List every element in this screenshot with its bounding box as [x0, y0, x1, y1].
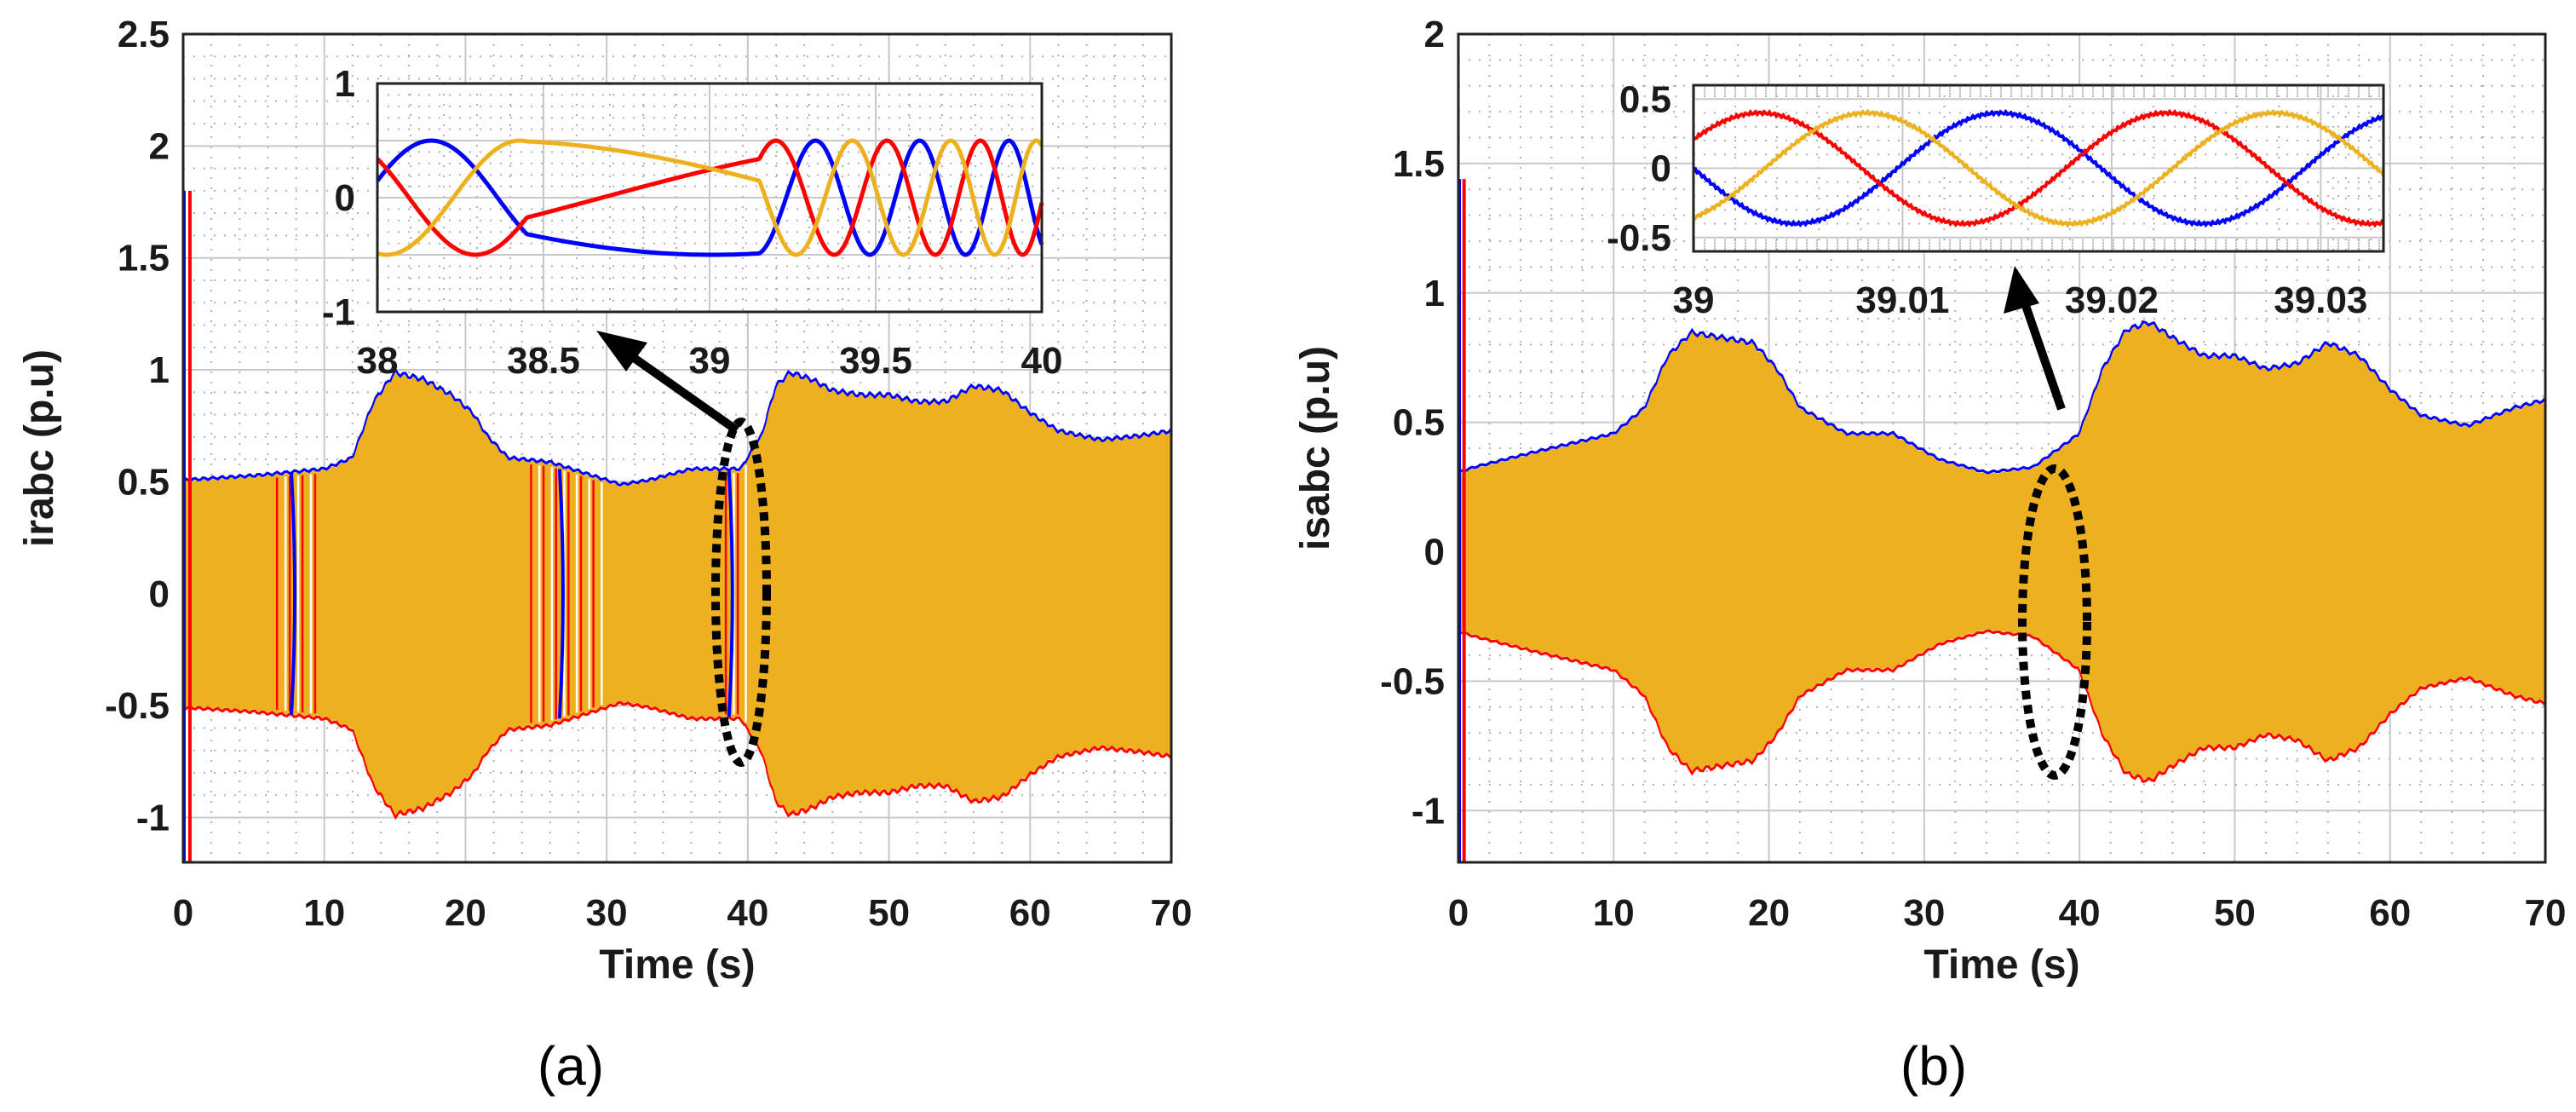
inset-x-ticks-a: 38 38.5 39 39.5 40	[357, 340, 1063, 382]
zoom-marker-ellipse-a	[711, 418, 771, 767]
inset-phase-c-line	[1692, 108, 2385, 228]
x-tick-label: 39.5	[839, 340, 912, 382]
y-tick-label: 0.5	[118, 461, 170, 503]
y-tick-label: 0.5	[1619, 78, 1671, 120]
x-tick-label: 38.5	[507, 340, 580, 382]
x-tick-label: 60	[1009, 892, 1051, 934]
x-tick-label: 0	[1448, 892, 1469, 934]
y-tick-label: -1	[136, 797, 170, 838]
x-tick-label: 38	[357, 340, 399, 382]
phase-c-envelope-fill	[183, 372, 1171, 816]
phase-b-envelope-bottom	[182, 700, 1173, 821]
inset-x-ticks-b: 39 39.01 39.02 39.03	[1673, 279, 2368, 321]
panel-label-a: (a)	[538, 1035, 604, 1097]
y-tick-label: 1	[335, 63, 355, 105]
y-tick-label: 1	[1424, 273, 1445, 314]
x-tick-label: 20	[445, 892, 486, 934]
inset-y-ticks-a: -1 0 1	[322, 63, 355, 333]
phase-b-envelope-bottom	[1458, 629, 2547, 784]
x-axis-label-a: Time (s)	[599, 942, 755, 988]
y-axis-label-b: isabc (p.u)	[1293, 346, 1338, 550]
panel-a: -1-0.500.511.522.5 0 10 20 30 40 50 60 70 Time …	[17, 14, 1192, 1097]
x-tick-label: 39.02	[2065, 279, 2159, 321]
x-tick-label: 40	[727, 892, 768, 934]
y-tick-label: 2	[149, 125, 170, 167]
x-tick-label: 0	[173, 892, 193, 934]
x-tick-label: 70	[2525, 892, 2567, 934]
x-tick-label: 50	[2214, 892, 2256, 934]
x-tick-label: 20	[1748, 892, 1790, 934]
inset-b: -0.5 0 0.5 39 39.01 39.02 39.03	[1607, 78, 2385, 321]
x-tick-label: 40	[2059, 892, 2101, 934]
y-tick-label: -1	[1412, 790, 1445, 832]
phase-c-envelope-fill	[1458, 323, 2545, 781]
y-tick-label: 2.5	[118, 14, 170, 55]
y-tick-label: 0	[149, 573, 170, 615]
inset-a: -1 0 1 38 38.5 39 39.5 40	[322, 63, 1063, 382]
y-ticks-b: -1 -0.5 0 0.5 1 1.5 2	[1380, 14, 1445, 832]
y-tick-label: -1	[322, 291, 355, 333]
x-tick-label: 39.03	[2274, 279, 2367, 321]
inset-frame-a	[376, 82, 1044, 314]
y-tick-label: 1.5	[118, 238, 170, 279]
panel-label-b: (b)	[1900, 1035, 1967, 1097]
y-tick-label: 2	[1424, 14, 1445, 55]
x-ticks-b: 0 10 20 30 40 50 60 70	[1448, 892, 2567, 934]
zoom-marker-ellipse-b	[2018, 464, 2091, 780]
phase-a-transient-trace	[290, 473, 297, 715]
x-tick-label: 39	[689, 340, 731, 382]
phase-a-envelope-top	[182, 367, 1173, 487]
x-tick-label: 30	[586, 892, 628, 934]
axes-frame-a	[181, 32, 1173, 864]
x-tick-label: 30	[1903, 892, 1945, 934]
y-tick-label: -0.5	[105, 685, 170, 727]
panel-b: -1 -0.5 0 0.5 1 1.5 2 0 10 20 30 40 50 60 70 Time (s)…	[1293, 14, 2566, 1097]
y-tick-label: 0	[335, 177, 355, 219]
y-tick-label: 0.5	[1393, 402, 1445, 444]
y-tick-label: -0.5	[1380, 660, 1445, 702]
inset-phase-a-line	[376, 138, 1044, 257]
x-tick-label: 10	[1593, 892, 1635, 934]
y-axis-label-a: irabc (p.u)	[17, 349, 62, 547]
y-tick-label: 0	[1424, 532, 1445, 573]
x-tick-label: 39	[1673, 279, 1715, 321]
x-tick-label: 10	[303, 892, 345, 934]
x-tick-label: 40	[1021, 340, 1063, 382]
inset-series-b	[1692, 108, 2385, 228]
y-ticks-a: -1 -0.5 0 0.5 1 1.5 2 2.5	[105, 14, 170, 838]
inset-series-a	[376, 138, 1044, 257]
phase-a-transient-trace	[557, 469, 565, 719]
x-tick-label: 50	[868, 892, 910, 934]
y-tick-label: 0	[1651, 148, 1671, 190]
x-tick-label: 60	[2369, 892, 2411, 934]
inset-phase-c-line	[377, 138, 1044, 257]
inset-phase-a-line	[1693, 108, 2384, 228]
y-tick-label: 1.5	[1393, 143, 1445, 185]
zoom-arrowhead-b	[2004, 266, 2039, 314]
x-axis-label-b: Time (s)	[1923, 942, 2079, 988]
phase-a-envelope-top	[1458, 320, 2547, 475]
y-tick-label: 1	[149, 349, 170, 391]
zoom-arrowhead-a	[596, 331, 647, 372]
zoom-arrow-a	[619, 345, 739, 435]
zoom-arrow-b	[2019, 297, 2066, 411]
x-tick-label: 39.01	[1855, 279, 1949, 321]
phase-a-transient-trace	[727, 470, 734, 717]
inset-frame-b	[1692, 84, 2385, 253]
x-tick-label: 70	[1151, 892, 1193, 934]
inset-phase-b-line	[1693, 108, 2385, 228]
inset-y-ticks-b: -0.5 0 0.5	[1607, 78, 1671, 259]
x-ticks-a: 0 10 20 30 40 50 60 70	[173, 892, 1193, 934]
y-tick-label: -0.5	[1607, 217, 1671, 259]
axes-frame-b	[1457, 32, 2547, 864]
